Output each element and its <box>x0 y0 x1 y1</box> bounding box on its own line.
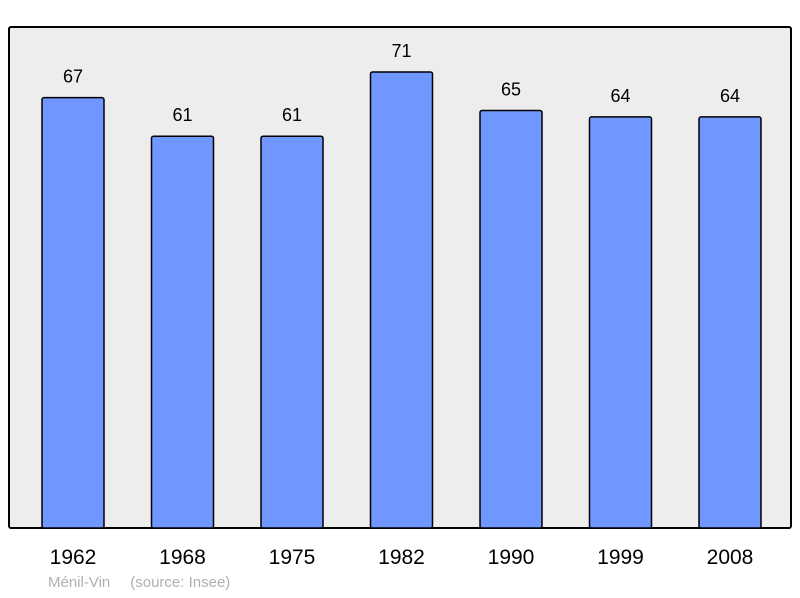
x-tick-label-1968: 1968 <box>159 546 206 569</box>
source-note: (source: Insee) <box>130 574 231 591</box>
bar-1962 <box>41 96 105 529</box>
data-label-1968: 61 <box>172 105 192 125</box>
data-label-1990: 65 <box>501 80 521 100</box>
x-tick-label-1990: 1990 <box>488 546 535 569</box>
data-label-1999: 64 <box>610 86 630 106</box>
bar-1990 <box>479 109 543 529</box>
footer: Ménil-Vin (source: Insee) <box>48 574 250 591</box>
x-tick-label-1999: 1999 <box>597 546 644 569</box>
x-tick-label-1982: 1982 <box>378 546 425 569</box>
x-tick-label-1962: 1962 <box>50 546 97 569</box>
bar-1982 <box>369 71 434 529</box>
data-label-1982: 71 <box>391 41 411 61</box>
bar-2008 <box>698 116 762 529</box>
data-label-1975: 61 <box>282 105 302 125</box>
bar-1968 <box>150 135 215 529</box>
data-label-2008: 64 <box>720 86 740 106</box>
bar-1975 <box>260 135 324 529</box>
bar-1999 <box>588 116 653 529</box>
x-tick-label-1975: 1975 <box>269 546 316 569</box>
x-tick-label-2008: 2008 <box>707 546 754 569</box>
data-label-1962: 67 <box>63 67 83 87</box>
place-name: Ménil-Vin <box>48 574 111 591</box>
